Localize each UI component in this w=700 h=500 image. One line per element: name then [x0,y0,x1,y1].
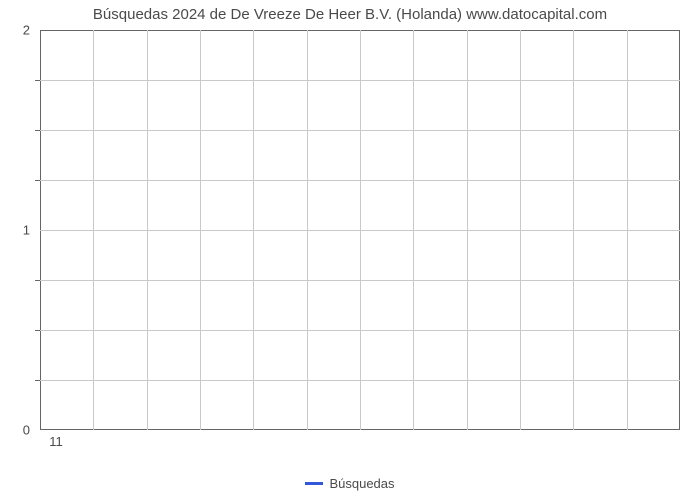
y-tick-label: 2 [0,23,30,38]
chart-title: Búsquedas 2024 de De Vreeze De Heer B.V.… [0,6,700,23]
legend: Búsquedas [0,475,700,491]
y-minor-tick [35,380,40,381]
legend-swatch [305,482,323,485]
chart-container: Búsquedas 2024 de De Vreeze De Heer B.V.… [0,0,700,500]
y-tick-label: 1 [0,223,30,238]
grid-line-horizontal [40,380,680,381]
y-minor-tick [35,280,40,281]
grid-line-horizontal [40,280,680,281]
y-tick-label: 0 [0,423,30,438]
grid-line-horizontal [40,330,680,331]
grid-line-horizontal [40,130,680,131]
y-minor-tick [35,180,40,181]
plot-area [40,30,680,430]
y-minor-tick [35,130,40,131]
x-tick-label: 11 [49,434,63,449]
y-minor-tick [35,80,40,81]
grid-line-horizontal [40,80,680,81]
grid-line-horizontal [40,230,680,231]
grid-line-horizontal [40,180,680,181]
y-minor-tick [35,330,40,331]
legend-label: Búsquedas [329,476,394,491]
